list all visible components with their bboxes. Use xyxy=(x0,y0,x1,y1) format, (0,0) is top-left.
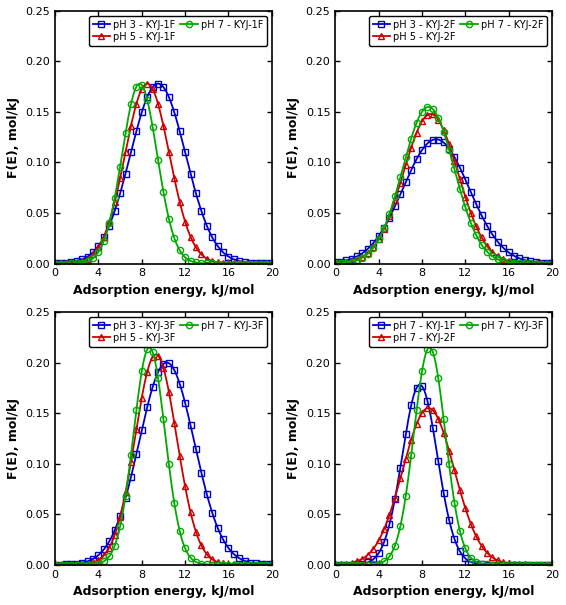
Y-axis label: F(E), mol/kJ: F(E), mol/kJ xyxy=(287,97,300,178)
X-axis label: Adsorption energy, kJ/mol: Adsorption energy, kJ/mol xyxy=(353,585,534,598)
X-axis label: Adsorption energy, kJ/mol: Adsorption energy, kJ/mol xyxy=(73,284,254,297)
Legend: pH 7 - KYJ-1F, pH 7 - KYJ-2F, pH 7 - KYJ-3F: pH 7 - KYJ-1F, pH 7 - KYJ-2F, pH 7 - KYJ… xyxy=(369,317,547,347)
Legend: pH 3 - KYJ-1F, pH 5 - KYJ-1F, pH 7 - KYJ-1F: pH 3 - KYJ-1F, pH 5 - KYJ-1F, pH 7 - KYJ… xyxy=(89,16,267,45)
X-axis label: Adsorption energy, kJ/mol: Adsorption energy, kJ/mol xyxy=(73,585,254,598)
Y-axis label: F(E), mol/kJ: F(E), mol/kJ xyxy=(7,97,20,178)
Y-axis label: F(E), mol/kJ: F(E), mol/kJ xyxy=(7,398,20,479)
X-axis label: Adsorption energy, kJ/mol: Adsorption energy, kJ/mol xyxy=(353,284,534,297)
Legend: pH 3 - KYJ-3F, pH 5 - KYJ-3F, pH 7 - KYJ-3F: pH 3 - KYJ-3F, pH 5 - KYJ-3F, pH 7 - KYJ… xyxy=(89,317,267,347)
Y-axis label: F(E), mol/kJ: F(E), mol/kJ xyxy=(287,398,300,479)
Legend: pH 3 - KYJ-2F, pH 5 - KYJ-2F, pH 7 - KYJ-2F: pH 3 - KYJ-2F, pH 5 - KYJ-2F, pH 7 - KYJ… xyxy=(368,16,547,45)
